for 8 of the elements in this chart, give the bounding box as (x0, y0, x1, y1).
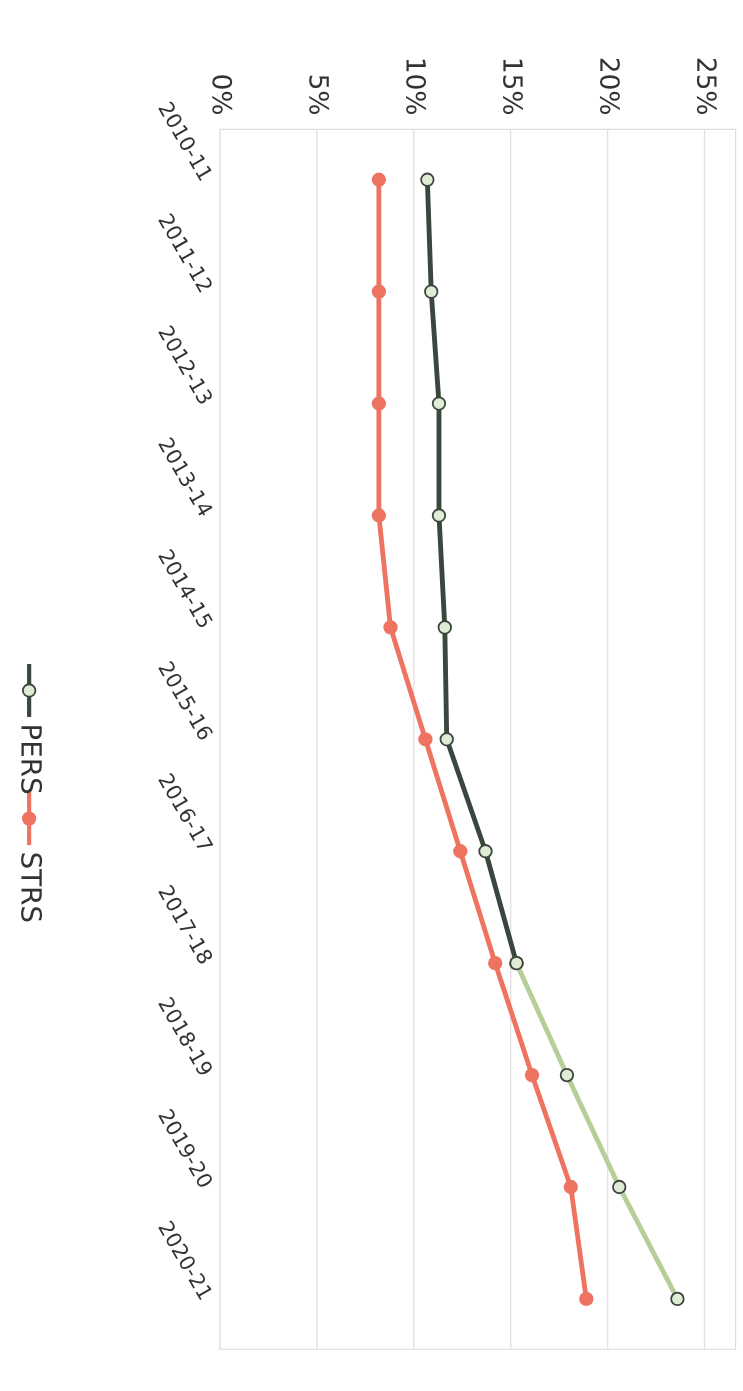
x-tick-label: 0% (212, 75, 233, 115)
x-tick-label: 5% (309, 75, 330, 115)
x-tick-label: 25% (696, 58, 717, 115)
x-tick-label: 10% (406, 59, 427, 115)
legend-label: STRS (21, 853, 43, 922)
x-tick-label: 20% (599, 58, 620, 115)
legend-label: PERS (21, 726, 43, 794)
x-tick-label: 15% (503, 59, 524, 115)
